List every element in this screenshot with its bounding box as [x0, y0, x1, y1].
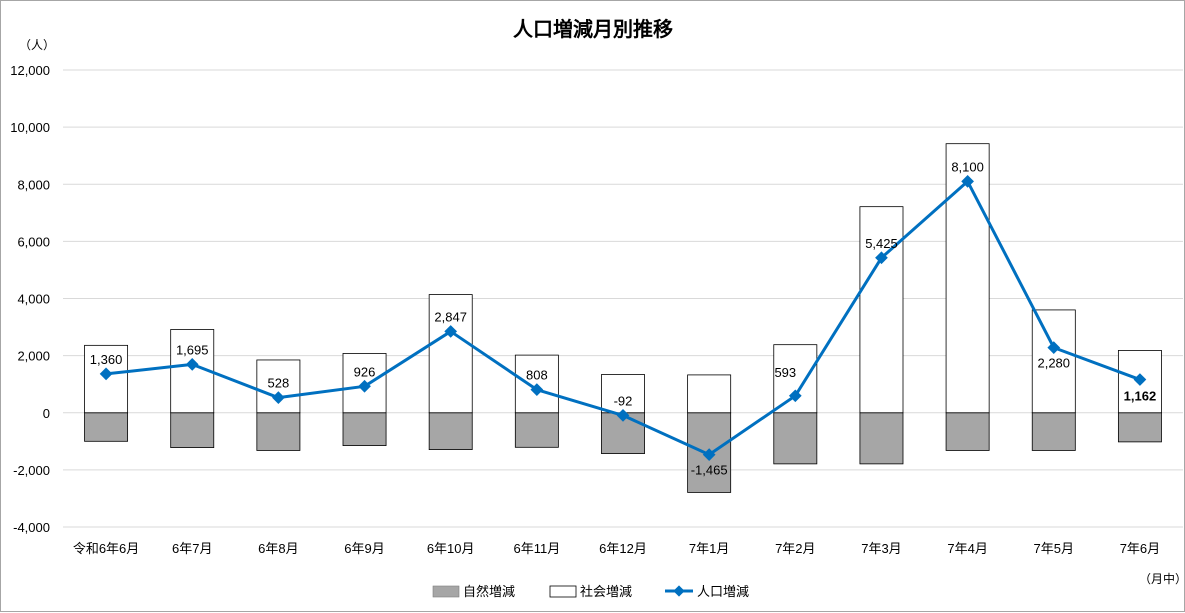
- x-tick-label: 令和6年6月: [73, 541, 139, 556]
- legend-label-social: 社会増減: [580, 584, 632, 600]
- legend-label-natural: 自然増減: [463, 584, 515, 600]
- x-tick-label: 6年8月: [258, 541, 298, 556]
- y-tick-label: 6,000: [17, 234, 50, 249]
- y-tick-label: 12,000: [10, 63, 50, 78]
- x-tick-label: 7年1月: [689, 541, 729, 556]
- x-axis-note: （月中）: [1139, 571, 1185, 586]
- data-label: 1,695: [176, 342, 209, 357]
- y-tick-label: -4,000: [13, 520, 50, 535]
- bar-social-change: [687, 374, 732, 414]
- y-tick-label: 4,000: [17, 292, 50, 307]
- bar-social-change: [1031, 309, 1076, 414]
- legend-swatch-natural: [432, 585, 460, 598]
- data-label: 593: [774, 365, 796, 380]
- data-label: 1,360: [90, 352, 123, 367]
- population-point: [185, 357, 199, 371]
- y-tick-label: 10,000: [10, 120, 50, 135]
- chart-title: 人口増減月別推移: [513, 17, 673, 41]
- x-tick-label: 6年7月: [172, 541, 212, 556]
- population-point: [272, 391, 285, 405]
- legend-label-population: 人口増減: [697, 584, 749, 600]
- bar-natural-change: [859, 412, 904, 465]
- bars: [84, 143, 1162, 493]
- data-label: 5,425: [865, 236, 898, 251]
- x-tick-label: 6年11月: [513, 541, 560, 556]
- x-tick-label: 7年2月: [775, 541, 815, 556]
- population-point: [358, 379, 371, 393]
- data-label: 8,100: [951, 159, 984, 174]
- data-label: 2,847: [434, 309, 467, 324]
- data-label: -1,465: [691, 463, 728, 478]
- gridlines: [63, 69, 1183, 528]
- bar-natural-change: [1031, 412, 1076, 451]
- bar-natural-change: [256, 412, 301, 451]
- bar-natural-change: [773, 412, 818, 465]
- x-tick-label: 7年4月: [947, 541, 987, 556]
- bar-natural-change: [170, 412, 215, 448]
- y-tick-label: 2,000: [17, 349, 50, 364]
- data-label: 926: [354, 364, 376, 379]
- x-tick-label: 6年10月: [427, 541, 475, 556]
- x-tick-label: 7年5月: [1034, 541, 1074, 556]
- x-tick-label: 6年12月: [599, 541, 647, 556]
- data-label: 808: [526, 368, 548, 383]
- bar-social-change: [428, 294, 473, 414]
- legend-swatch-population-marker: [673, 585, 685, 597]
- bar-social-change: [84, 344, 129, 414]
- bar-social-change: [601, 374, 645, 414]
- bar-natural-change: [342, 412, 387, 446]
- data-labels: 1,360 1,695 528 926 2,847 808 -92 -1,465 593 5,42…: [90, 159, 1156, 477]
- population-point: [99, 367, 113, 381]
- bar-natural-change: [945, 412, 990, 451]
- x-tick-label: 7年3月: [861, 541, 901, 556]
- x-tick-labels: 令和6年6月 6年7月 6年8月 6年9月 6年10月 6年11月 6年12月 7年1月 7年2…: [73, 541, 1160, 556]
- bar-social-change: [945, 143, 990, 414]
- data-label: 528: [268, 376, 290, 391]
- legend-swatch-social: [549, 585, 577, 598]
- bar-natural-change: [1117, 412, 1162, 443]
- y-tick-label: 0: [43, 406, 50, 421]
- data-label: 2,280: [1037, 356, 1070, 371]
- x-tick-label: 7年6月: [1120, 541, 1160, 556]
- y-tick-labels: -4,000 -2,000 0 2,000 4,000 6,000 8,000 10,000 1…: [10, 63, 50, 535]
- population-point: [444, 325, 458, 338]
- bar-natural-change: [514, 412, 559, 448]
- y-tick-label: 8,000: [17, 177, 50, 192]
- legend: 自然増減 社会増減 人口増減: [432, 584, 749, 600]
- bar-natural-change: [428, 412, 473, 450]
- data-label: -92: [614, 393, 633, 408]
- y-axis-unit: （人）: [19, 38, 55, 52]
- bar-social-change: [859, 206, 904, 414]
- data-label: 1,162: [1124, 389, 1157, 404]
- x-tick-label: 6年9月: [344, 541, 384, 556]
- y-tick-label: -2,000: [13, 463, 50, 478]
- bar-natural-change: [84, 412, 129, 442]
